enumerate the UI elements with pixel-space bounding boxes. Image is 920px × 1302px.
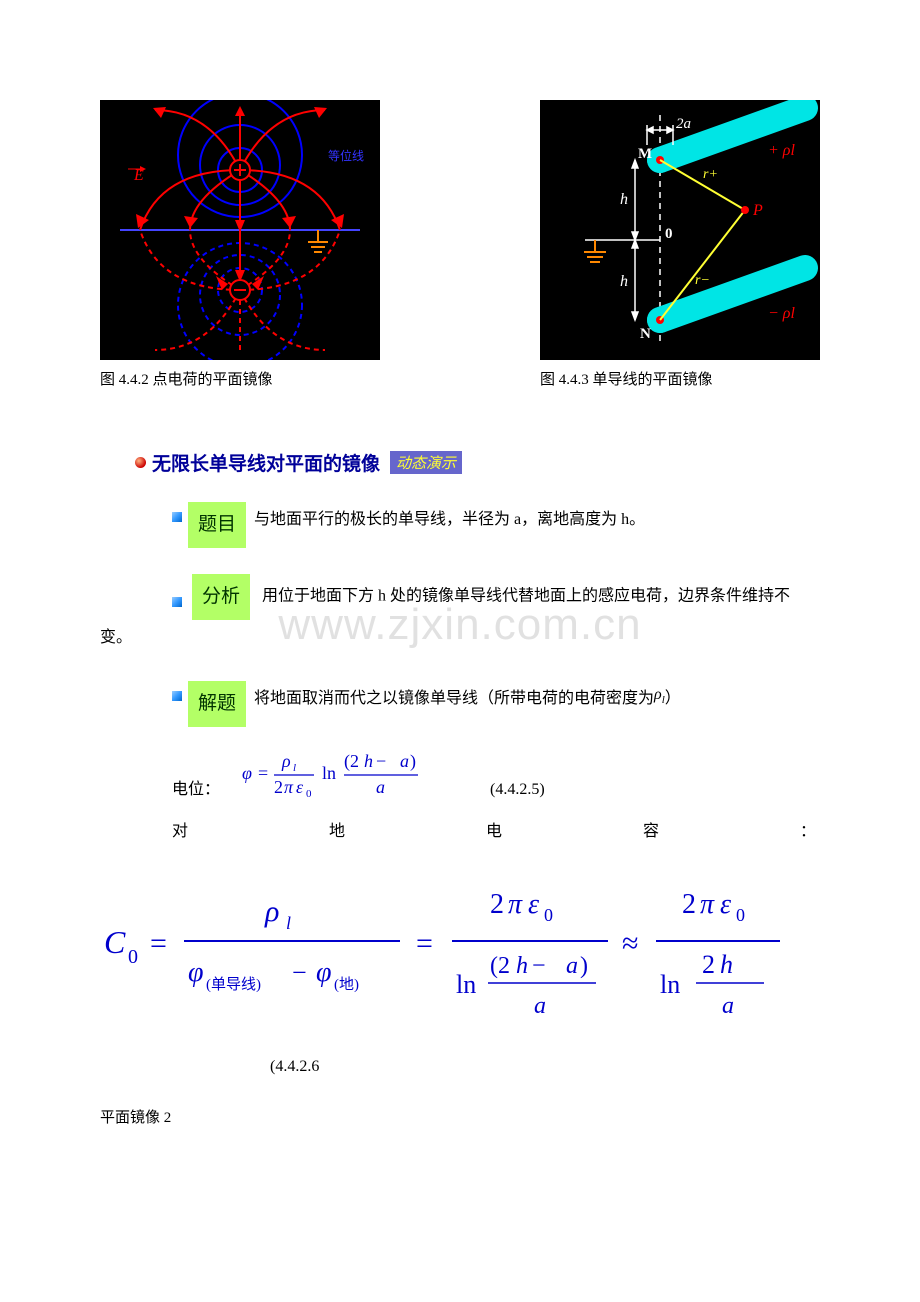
svg-text:=: = [150, 927, 167, 960]
svg-text:=: = [258, 763, 268, 783]
svg-text:≈: ≈ [622, 927, 638, 960]
svg-text:(2: (2 [490, 953, 510, 979]
fig-point-charge: E 等位线 [100, 100, 380, 360]
formula-2: C 0 = ρ l φ (单导线) − φ (地) = 2 π ε 0 ln (… [100, 863, 820, 1033]
section-header: 无限长单导线对平面的镜像 动态演示 [135, 449, 920, 476]
svg-text:h: h [364, 751, 373, 771]
svg-text:h: h [620, 191, 628, 208]
svg-text:2: 2 [274, 777, 283, 797]
rho-symbol: ρl [654, 677, 665, 712]
anim-badge[interactable]: 动态演示 [390, 451, 462, 474]
svg-text:ln: ln [456, 970, 476, 999]
svg-text:2: 2 [702, 950, 715, 979]
svg-text:M: M [638, 146, 652, 162]
svg-text:P: P [752, 202, 763, 219]
svg-text:0: 0 [306, 788, 312, 799]
svg-text:a: a [566, 953, 578, 979]
figure-left: E 等位线 图 4.4.2 点电荷的平面镜像 [100, 100, 380, 389]
svg-text:π: π [508, 889, 523, 920]
svg-text:0: 0 [544, 905, 553, 925]
svg-text:0: 0 [665, 226, 673, 242]
fig-right-caption: 图 4.4.3 单导线的平面镜像 [540, 368, 820, 389]
section-title: 无限长单导线对平面的镜像 [152, 449, 380, 476]
bullet-icon [135, 457, 146, 468]
svg-text:ln: ln [322, 763, 336, 783]
svg-text:a: a [376, 777, 385, 797]
svg-text:π: π [700, 889, 715, 920]
cap-char-1: 地 [329, 817, 345, 841]
svg-text:a: a [722, 993, 734, 1019]
figure-right: 2a P r+ r− h h M N 0 [540, 100, 820, 389]
svg-text:−: − [532, 953, 546, 979]
svg-text:h: h [516, 953, 528, 979]
cap-char-0: 对 [172, 817, 188, 841]
tag-problem: 题目 [188, 502, 246, 548]
figures-row: E 等位线 图 4.4.2 点电荷的平面镜像 [0, 0, 920, 389]
svg-text:ln: ln [660, 970, 680, 999]
analysis-para: 分析 用位于地面下方 h 处的镜像单导线代替地面上的感应电荷，边界条件维持不变。 [100, 574, 820, 655]
svg-text:0: 0 [128, 946, 138, 968]
svg-text:φ: φ [316, 957, 332, 988]
square-bullet-icon [172, 512, 182, 522]
svg-text:a: a [400, 751, 409, 771]
svg-text:−: − [292, 958, 307, 987]
capacitance-label-line: 对 地 电 容 ： [100, 817, 820, 841]
svg-text:r−: r− [695, 273, 710, 288]
potential-label: 电位： [172, 775, 220, 799]
square-bullet-icon [172, 597, 182, 607]
svg-text:0: 0 [736, 905, 745, 925]
svg-text:等位线: 等位线 [328, 148, 364, 163]
svg-text:(地): (地) [334, 976, 359, 993]
potential-formula-line: 电位： φ = ρl 2πε0 ln (2h − a) a (4.4.2.5) [100, 745, 820, 799]
svg-text:−: − [376, 751, 386, 771]
svg-text:N: N [640, 326, 651, 342]
svg-text:ρ: ρ [264, 895, 279, 928]
cap-char-4: ： [800, 817, 816, 841]
svg-text:): ) [580, 953, 588, 979]
cap-char-2: 电 [486, 817, 502, 841]
solution-text: 将地面取消而代之以镜像单导线（所带电荷的电荷密度为 [254, 681, 654, 716]
svg-text:ε: ε [720, 889, 731, 920]
svg-text:a: a [534, 993, 546, 1019]
eq-num-2: (4.4.2.6 [270, 1058, 820, 1076]
tag-solution: 解题 [188, 681, 246, 727]
svg-text:φ: φ [188, 957, 204, 988]
svg-text:2: 2 [490, 889, 504, 920]
solution-para: 解题 将地面取消而代之以镜像单导线（所带电荷的电荷密度为 ρl ） [100, 681, 820, 727]
formula-1: φ = ρl 2πε0 ln (2h − a) a [240, 745, 440, 799]
svg-text:l: l [293, 762, 296, 774]
fig-left-caption: 图 4.4.2 点电荷的平面镜像 [100, 368, 380, 389]
svg-text:π: π [284, 777, 294, 797]
svg-text:2: 2 [682, 889, 696, 920]
svg-text:ε: ε [296, 777, 304, 797]
problem-text: 与地面平行的极长的单导线，半径为 a，离地高度为 h。 [254, 502, 645, 537]
svg-text:ρ: ρ [281, 751, 291, 771]
svg-text:h: h [720, 950, 733, 979]
svg-text:r+: r+ [703, 167, 718, 182]
problem-para: 题目 与地面平行的极长的单导线，半径为 a，离地高度为 h。 [100, 502, 820, 548]
svg-text:2a: 2a [676, 116, 691, 132]
tag-analysis: 分析 [192, 574, 250, 620]
footer: 平面镜像 2 [100, 1106, 920, 1127]
eq-num-1: (4.4.2.5) [490, 781, 545, 799]
cap-char-3: 容 [643, 817, 659, 841]
square-bullet-icon [172, 691, 182, 701]
svg-text:+ ρl: + ρl [768, 142, 795, 159]
svg-text:− ρl: − ρl [768, 305, 795, 322]
svg-text:=: = [416, 927, 433, 960]
svg-text:(单导线): (单导线) [206, 976, 261, 993]
svg-text:): ) [410, 751, 416, 772]
svg-text:l: l [286, 913, 291, 933]
solution-tail: ） [665, 681, 681, 716]
svg-text:φ: φ [242, 763, 252, 783]
svg-text:h: h [620, 273, 628, 290]
svg-text:ε: ε [528, 889, 539, 920]
fig-single-wire: 2a P r+ r− h h M N 0 [540, 100, 820, 360]
content: 题目 与地面平行的极长的单导线，半径为 a，离地高度为 h。 分析 用位于地面下… [0, 502, 920, 1076]
svg-text:C: C [104, 924, 126, 960]
svg-text:(2: (2 [344, 751, 359, 772]
